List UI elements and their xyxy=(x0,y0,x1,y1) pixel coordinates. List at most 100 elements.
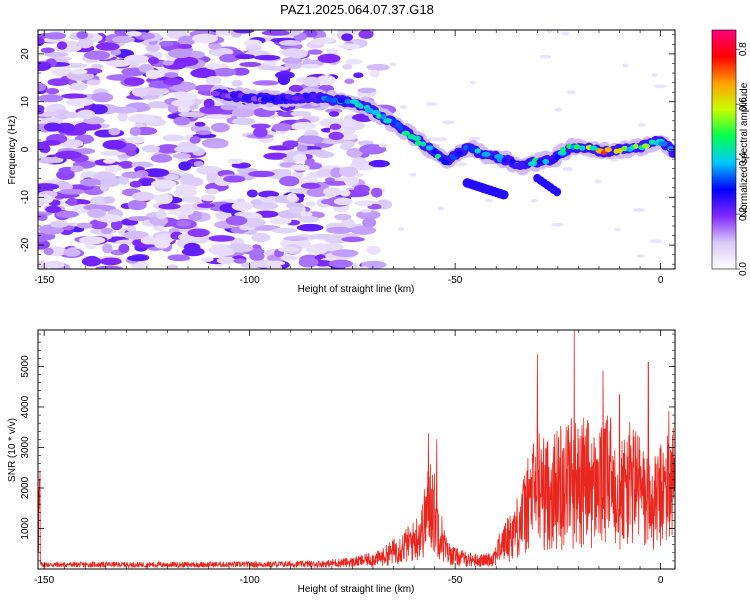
spectrogram-cell xyxy=(178,204,191,212)
spectrogram-cell xyxy=(337,97,346,103)
spectrogram-cell xyxy=(484,198,494,203)
spectrogram-cell xyxy=(648,139,656,145)
spectrogram-cell xyxy=(100,177,121,187)
spectrogram-cell xyxy=(178,161,192,171)
spectrogram-x-tick-label: -50 xyxy=(448,275,463,286)
spectrogram-cell xyxy=(118,243,130,254)
spectrogram-cell xyxy=(456,150,463,156)
spectrogram-cell xyxy=(99,257,122,266)
spectrogram-cell xyxy=(172,153,192,159)
spectrogram-cell xyxy=(651,73,658,78)
spectrogram-cell xyxy=(437,206,444,211)
spectrogram-cell xyxy=(250,199,263,206)
spectrogram-cell xyxy=(285,202,304,209)
spectrogram-cell xyxy=(253,54,281,61)
spectrogram-y-tick-label: -20 xyxy=(20,237,31,252)
spectrogram-cell xyxy=(45,205,62,214)
spectrogram-cell xyxy=(554,154,561,160)
spectrogram-cell xyxy=(61,93,88,99)
spectrogram-cell xyxy=(112,106,138,114)
spectrogram-cell xyxy=(38,183,60,191)
spectrogram-cell xyxy=(51,67,73,77)
spectrogram-cell xyxy=(231,201,253,211)
spectrogram-x-tick-label: -150 xyxy=(34,275,54,286)
spectrogram-cell xyxy=(155,193,173,205)
spectrogram-cell xyxy=(201,256,214,262)
snr-x-tick-label: -150 xyxy=(34,575,54,586)
spectrogram-cell xyxy=(100,227,113,235)
spectrogram-cell xyxy=(282,236,309,242)
spectrogram-cell xyxy=(274,96,283,103)
spectrogram-cell xyxy=(162,60,174,66)
spectrogram-cell xyxy=(359,144,387,155)
spectrogram-cell xyxy=(258,190,280,198)
spectrogram-cell xyxy=(208,42,222,50)
spectrogram-cell xyxy=(158,203,181,210)
spectrogram-cell xyxy=(38,260,48,269)
spectrogram-cell xyxy=(589,145,598,151)
spectrogram-cell xyxy=(292,171,304,179)
spectrogram-cell xyxy=(277,74,291,86)
spectrogram-cell xyxy=(43,122,62,132)
spectrogram-cell xyxy=(356,210,381,220)
spectrogram-cell xyxy=(325,108,343,114)
colorbar-gradient xyxy=(712,30,736,269)
spectrogram-x-tick-label: -100 xyxy=(240,275,260,286)
spectrogram-cell xyxy=(141,144,160,153)
spectrogram-cell xyxy=(103,158,116,164)
spectrogram-cell xyxy=(229,92,239,99)
spectrogram-cell xyxy=(167,254,190,261)
spectrogram-cell xyxy=(378,143,388,148)
spectrogram-x-ticks: -150 -100 -50 0 xyxy=(34,30,664,286)
spectrogram-cell xyxy=(108,127,121,136)
spectrogram-cell xyxy=(566,90,576,95)
spectrogram-cell xyxy=(38,111,60,117)
spectrogram-cell xyxy=(233,30,255,34)
spectrogram-cell xyxy=(560,147,566,153)
spectrogram-cell xyxy=(501,157,508,164)
snr-y-label: SNR (10 * v/v) xyxy=(7,418,18,482)
spectrogram-cell xyxy=(219,54,239,63)
spectrogram-cell xyxy=(69,82,88,91)
snr-y-tick-label: 2000 xyxy=(20,476,31,499)
spectrogram-cell xyxy=(290,164,310,171)
spectrogram-y-ticks: -20 -10 0 10 20 xyxy=(20,34,675,265)
spectrogram-cell xyxy=(190,68,216,78)
spectrogram-cell xyxy=(358,30,374,40)
spectrogram-cell xyxy=(249,251,265,261)
spectrogram-cell xyxy=(163,173,180,181)
spectrogram-cell xyxy=(339,144,352,150)
spectrogram-cell xyxy=(248,170,275,178)
spectrogram-cell xyxy=(371,187,383,198)
spectrogram-cell xyxy=(253,127,268,138)
spectrogram-cell xyxy=(368,247,380,251)
spectrogram-cell xyxy=(210,122,230,133)
spectrogram-cell xyxy=(420,141,427,147)
spectrogram-cell xyxy=(539,54,552,59)
snr-x-label: Height of straight line (km) xyxy=(298,584,415,595)
spectrogram-cell xyxy=(103,196,116,204)
spectrogram-cell xyxy=(86,79,101,86)
spectrogram-cell xyxy=(667,145,674,152)
spectrogram-cell xyxy=(302,76,321,87)
spectrogram-cell xyxy=(176,220,192,228)
spectrogram-cell xyxy=(297,135,324,144)
colorbar-tick-label: 0.2 xyxy=(738,207,749,221)
spectrogram-y-tick-label: -10 xyxy=(20,190,31,205)
spectrogram-cell xyxy=(338,43,361,50)
spectrogram-cell xyxy=(355,173,364,177)
spectrogram-cell xyxy=(636,254,645,258)
spectrogram-cell xyxy=(307,49,323,55)
spectrogram-cell xyxy=(441,159,450,166)
spectrogram-cell xyxy=(245,44,262,52)
spectrogram-cell xyxy=(649,239,663,244)
spectrogram-cell xyxy=(123,230,149,240)
spectrogram-x-tick-label: 0 xyxy=(658,275,664,286)
snr-y-tick-label: 1000 xyxy=(20,517,31,540)
spectrogram-cell xyxy=(622,63,629,68)
spectrogram-cell xyxy=(290,110,312,117)
colorbar-label: Normalized spectral amplitude xyxy=(739,82,750,217)
spectrogram-cell xyxy=(210,90,221,97)
spectrogram-cell xyxy=(38,82,47,92)
